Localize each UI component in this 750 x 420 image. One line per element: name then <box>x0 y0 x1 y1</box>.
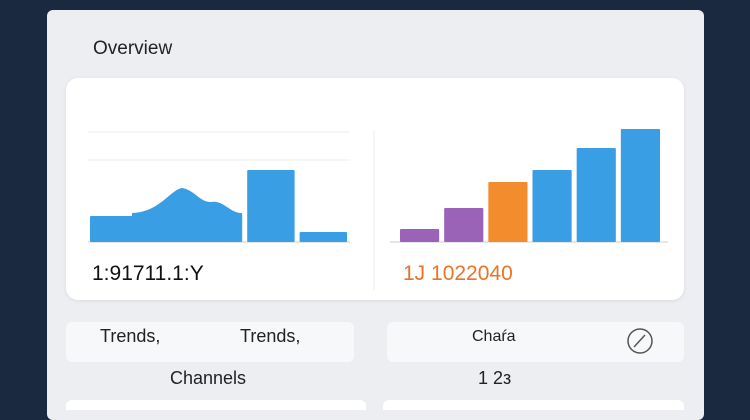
footer-label: Channels <box>170 368 247 388</box>
page: Overview 1:91711.1:Y 1J 1022040 Trends, … <box>47 10 704 420</box>
tab-label[interactable]: Trends, <box>100 326 161 346</box>
icon[interactable] <box>625 327 655 357</box>
charts: 1:91711.1:Y 1J 1022040 <box>88 129 668 290</box>
footer-label: 1 2з <box>478 368 512 388</box>
tab-box[interactable] <box>66 322 354 362</box>
caption: 1:91711.1:Y <box>92 262 204 285</box>
caption: 1J 1022040 <box>403 262 513 285</box>
tab-label[interactable]: Chaŕa <box>472 328 516 345</box>
bar <box>247 170 295 242</box>
bar <box>488 182 528 242</box>
title: Overview <box>93 38 173 59</box>
bar <box>194 213 243 242</box>
bar <box>444 208 484 242</box>
bar <box>620 129 660 242</box>
card-stub <box>66 400 366 410</box>
bar <box>400 229 440 242</box>
tab-label[interactable]: Trends, <box>240 326 301 346</box>
bar <box>532 170 572 242</box>
card-stub <box>383 400 684 410</box>
bar <box>142 212 190 242</box>
tab-box[interactable] <box>387 322 684 362</box>
bar <box>299 232 347 242</box>
bar <box>90 216 138 242</box>
bar <box>576 148 616 242</box>
